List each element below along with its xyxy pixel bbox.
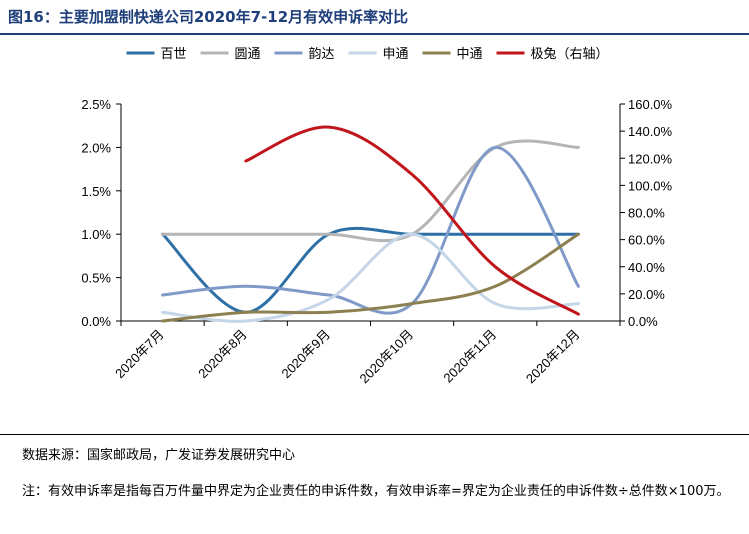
series-line-1: [161, 226, 580, 314]
right-tick-label: 60.0%: [628, 233, 665, 248]
legend-label-1: 百世: [161, 47, 187, 62]
series-line-3: [161, 145, 580, 315]
right-tick-label: 140.0%: [628, 124, 673, 139]
right-tick-label: 160.0%: [628, 97, 673, 112]
series-lines: [161, 125, 580, 323]
line-chart: 百世 圆通 韵达 申通 中通 极兔（右轴） 0.0% 0.5% 1.0% 1.5% 2.0% 2.5…: [81, 47, 672, 387]
legend-label-4: 申通: [383, 47, 409, 62]
left-tick-label: 1.0%: [81, 227, 111, 242]
legend-label-3: 韵达: [309, 47, 335, 62]
legend-label-6: 极兔（右轴）: [531, 47, 609, 62]
right-tick-label: 120.0%: [628, 151, 673, 166]
x-axis-labels: 2020年7月 2020年8月 2020年9月 2020年10月 2020年11月 202…: [112, 327, 582, 387]
right-tick-label: 0.0%: [628, 314, 658, 329]
x-tick-label: 2020年11月: [440, 327, 499, 386]
right-tick-label: 20.0%: [628, 287, 665, 302]
left-tick-label: 0.5%: [81, 271, 111, 286]
series-line-5: [161, 232, 580, 323]
source-note: 数据来源：国家邮政局，广发证券发展研究中心: [22, 448, 296, 463]
x-tick-label: 2020年10月: [357, 327, 417, 387]
axes: 0.0% 0.5% 1.0% 1.5% 2.0% 2.5% 0.0% 20.0% 40.0% 60…: [81, 97, 672, 329]
series-line-2: [161, 139, 580, 243]
left-tick-label: 1.5%: [81, 184, 111, 199]
left-tick-label: 2.5%: [81, 97, 111, 112]
x-tick-label: 2020年9月: [278, 327, 333, 382]
title-rule: [0, 33, 749, 35]
right-tick-label: 40.0%: [628, 260, 665, 275]
chart-title: 图16：主要加盟制快递公司2020年7-12月有效申诉率对比: [8, 8, 409, 26]
legend: 百世 圆通 韵达 申通 中通 极兔（右轴）: [126, 47, 609, 62]
series-line-6: [244, 125, 580, 316]
series-line-4: [161, 232, 580, 323]
right-tick-label: 80.0%: [628, 206, 665, 221]
legend-label-5: 中通: [457, 47, 483, 62]
left-tick-label: 2.0%: [81, 140, 111, 155]
left-tick-label: 0.0%: [81, 314, 111, 329]
x-tick-label: 2020年8月: [195, 327, 250, 382]
x-tick-label: 2020年12月: [523, 327, 583, 387]
footer-rule: [0, 434, 749, 435]
x-tick-label: 2020年7月: [112, 327, 167, 382]
legend-label-2: 圆通: [235, 47, 261, 62]
definition-note: 注：有效申诉率是指每百万件量中界定为企业责任的申诉件数，有效申诉率=界定为企业责…: [22, 484, 730, 499]
right-tick-label: 100.0%: [628, 178, 673, 193]
